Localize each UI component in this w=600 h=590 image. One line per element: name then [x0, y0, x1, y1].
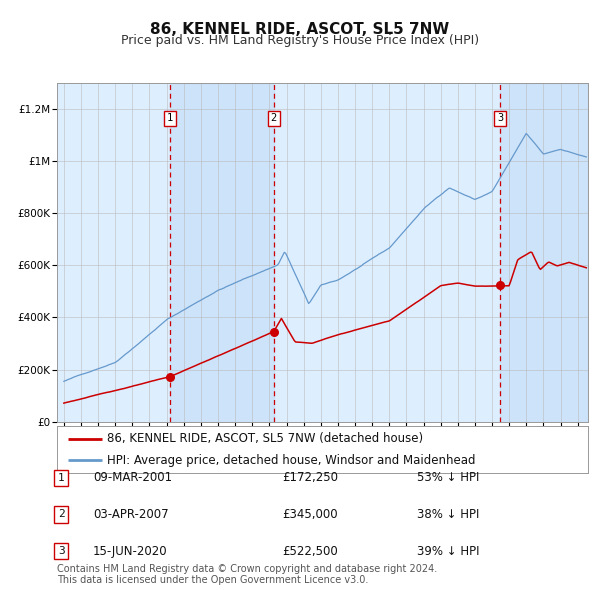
Bar — [500, 83, 588, 422]
Text: £345,000: £345,000 — [282, 508, 338, 521]
Text: 2: 2 — [271, 113, 277, 123]
Text: 53% ↓ HPI: 53% ↓ HPI — [417, 471, 479, 484]
Text: Price paid vs. HM Land Registry's House Price Index (HPI): Price paid vs. HM Land Registry's House … — [121, 34, 479, 47]
Text: 3: 3 — [58, 546, 65, 556]
Text: 1: 1 — [58, 473, 65, 483]
Text: 86, KENNEL RIDE, ASCOT, SL5 7NW: 86, KENNEL RIDE, ASCOT, SL5 7NW — [151, 22, 449, 37]
Text: 09-MAR-2001: 09-MAR-2001 — [93, 471, 172, 484]
Text: Contains HM Land Registry data © Crown copyright and database right 2024.
This d: Contains HM Land Registry data © Crown c… — [57, 563, 437, 585]
Text: 2: 2 — [58, 510, 65, 519]
Text: 15-JUN-2020: 15-JUN-2020 — [93, 545, 167, 558]
Text: £522,500: £522,500 — [282, 545, 338, 558]
Text: 39% ↓ HPI: 39% ↓ HPI — [417, 545, 479, 558]
Text: 1: 1 — [167, 113, 173, 123]
Text: £172,250: £172,250 — [282, 471, 338, 484]
Text: 03-APR-2007: 03-APR-2007 — [93, 508, 169, 521]
Text: 86, KENNEL RIDE, ASCOT, SL5 7NW (detached house): 86, KENNEL RIDE, ASCOT, SL5 7NW (detache… — [107, 432, 424, 445]
Text: 3: 3 — [497, 113, 503, 123]
Bar — [170, 83, 274, 422]
Text: HPI: Average price, detached house, Windsor and Maidenhead: HPI: Average price, detached house, Wind… — [107, 454, 476, 467]
Text: 38% ↓ HPI: 38% ↓ HPI — [417, 508, 479, 521]
